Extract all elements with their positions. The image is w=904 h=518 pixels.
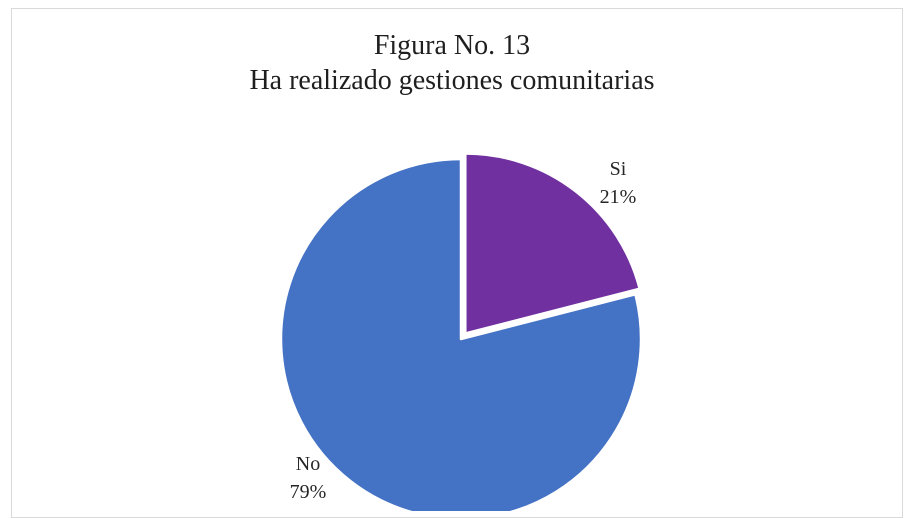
pie-labels: Si 21% No 79%: [290, 158, 637, 503]
pie-slice-si: [464, 152, 641, 335]
data-label-category-si: Si: [610, 158, 627, 180]
chart-title-block: Figura No. 13 Ha realizado gestiones com…: [0, 28, 904, 98]
chart-subtitle: Ha realizado gestiones comunitarias: [249, 65, 655, 96]
data-label-value-no: 79%: [290, 481, 327, 503]
pie-slices: [279, 152, 643, 511]
chart-title: Figura No. 13: [373, 30, 531, 61]
pie-slice-no: [279, 157, 643, 511]
data-label-value-si: 21%: [600, 186, 637, 208]
data-label-category-no: No: [296, 453, 320, 475]
